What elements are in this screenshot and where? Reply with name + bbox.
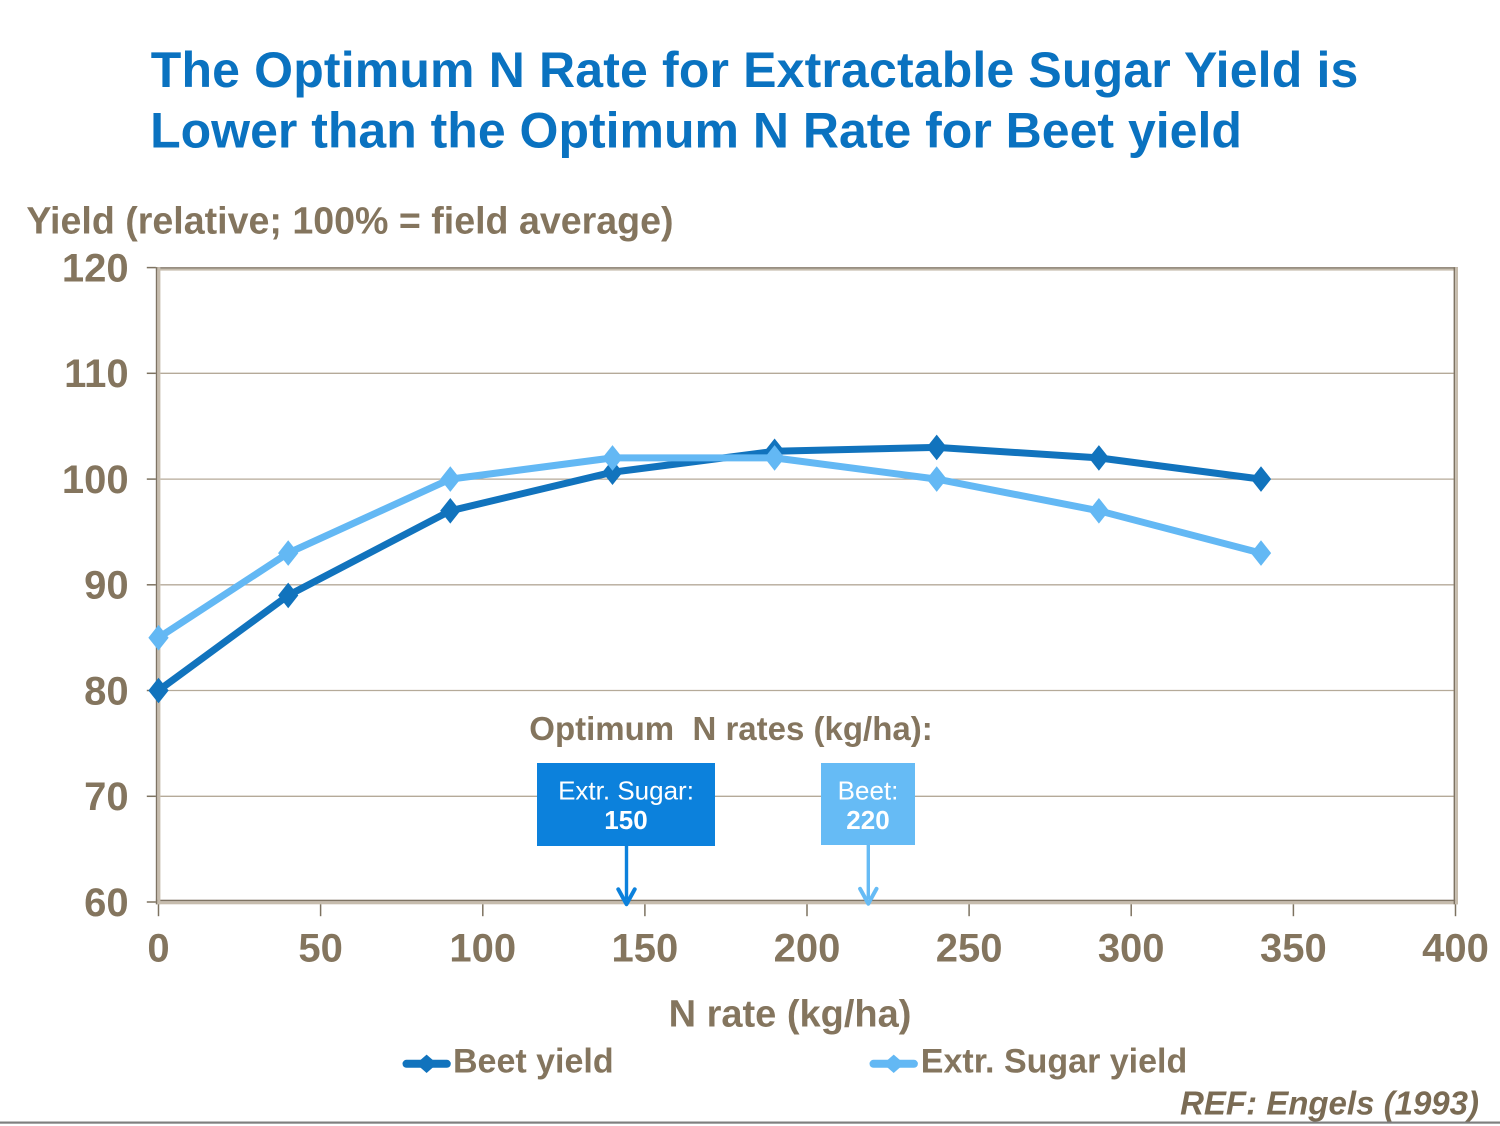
svg-text:200: 200 [774, 927, 841, 971]
svg-text:80: 80 [84, 669, 129, 713]
svg-text:110: 110 [64, 352, 129, 396]
svg-text:100: 100 [449, 927, 516, 971]
svg-text:Extr. Sugar yield: Extr. Sugar yield [921, 1043, 1187, 1081]
svg-text:150: 150 [612, 927, 679, 971]
svg-text:N rate (kg/ha): N rate (kg/ha) [669, 993, 912, 1035]
svg-text:90: 90 [84, 564, 129, 608]
svg-text:70: 70 [84, 775, 129, 819]
svg-text:350: 350 [1260, 927, 1327, 971]
svg-text:100: 100 [62, 458, 129, 502]
svg-text:250: 250 [936, 927, 1003, 971]
svg-text:220: 220 [846, 805, 889, 835]
svg-text:50: 50 [298, 927, 343, 971]
svg-text:The Optimum N Rate for Extract: The Optimum N Rate for Extractable Sugar… [151, 42, 1359, 98]
svg-text:Optimum N rates (kg/ha):: Optimum N rates (kg/ha): [529, 710, 932, 747]
svg-text:120: 120 [62, 246, 129, 290]
svg-text:Extr. Sugar:: Extr. Sugar: [558, 776, 694, 806]
svg-text:60: 60 [84, 881, 129, 925]
svg-text:Lower than the Optimum N Rate: Lower than the Optimum N Rate for Beet y… [150, 103, 1242, 159]
svg-text:Yield (relative; 100% = field: Yield (relative; 100% = field average) [26, 200, 673, 242]
svg-text:Beet yield: Beet yield [453, 1043, 614, 1081]
svg-text:REF: Engels (1993): REF: Engels (1993) [1180, 1085, 1479, 1122]
svg-text:300: 300 [1098, 927, 1165, 971]
svg-text:Beet:: Beet: [838, 776, 899, 806]
svg-text:400: 400 [1422, 927, 1489, 971]
svg-text:0: 0 [147, 927, 169, 971]
svg-text:150: 150 [604, 805, 647, 835]
